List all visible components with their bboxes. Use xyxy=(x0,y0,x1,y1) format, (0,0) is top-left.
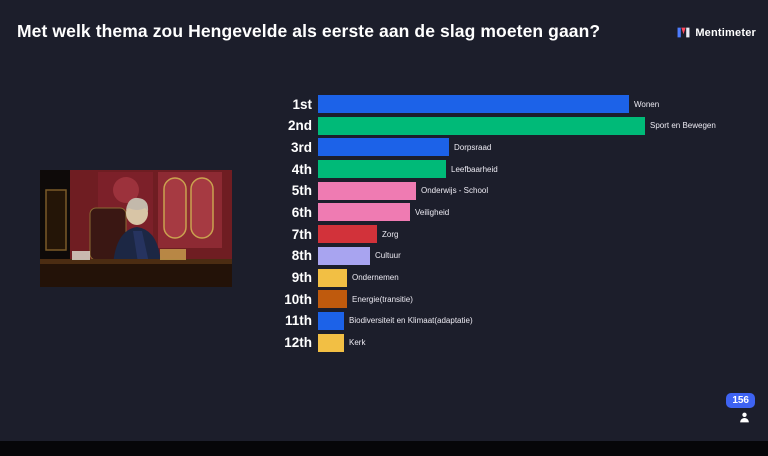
ranking-bar xyxy=(318,181,416,200)
ranking-item-label: Cultuur xyxy=(375,251,401,261)
ranking-bar xyxy=(318,116,645,135)
ranking-row: 4th Leefbaarheid xyxy=(266,160,716,179)
mentimeter-logo: Mentimeter xyxy=(677,26,756,39)
ranking-bar xyxy=(318,160,446,179)
rank-label: 4th xyxy=(291,161,312,177)
bottom-letterbox-bar xyxy=(0,441,768,456)
ranking-row: 9th Ondernemen xyxy=(266,268,716,287)
rank-label: 2nd xyxy=(287,118,312,134)
ranking-row: 1st Wonen xyxy=(266,95,716,113)
rank-label: 7th xyxy=(291,226,312,242)
rank-label: 5th xyxy=(291,183,312,199)
ranking-item-label: Ondernemen xyxy=(352,273,399,282)
ranking-item-label: Energie(transitie) xyxy=(352,294,413,304)
participant-count-badge[interactable]: 156 xyxy=(726,393,755,408)
ranking-row: 3rd Dorpsraad xyxy=(266,138,716,157)
ranking-item-label: Biodiversiteit en Klimaat(adaptatie) xyxy=(349,316,473,326)
ranking-row: 8th Cultuur xyxy=(266,246,716,265)
ranking-item-label: Wonen xyxy=(634,99,660,109)
ranking-bar xyxy=(318,203,410,222)
ranking-row: 12th Kerk xyxy=(266,333,716,352)
rank-label: 11th xyxy=(284,313,312,329)
ranking-item-label: Sport en Bewegen xyxy=(650,121,716,131)
ranking-row: 5th Onderwijs - School xyxy=(266,181,716,200)
speaker-video-scene xyxy=(40,170,232,287)
rank-label: 8th xyxy=(291,248,312,264)
rank-label: 9th xyxy=(291,270,312,285)
mentimeter-logo-icon xyxy=(677,27,690,38)
rank-label: 6th xyxy=(291,204,312,220)
ranking-item-label: Veiligheid xyxy=(415,207,450,217)
participants-icon[interactable] xyxy=(738,411,751,424)
ranking-bar xyxy=(318,268,347,287)
ranking-bar xyxy=(318,225,377,244)
ranking-bar xyxy=(318,333,344,352)
ranking-bar xyxy=(318,95,629,113)
mentimeter-logo-text: Mentimeter xyxy=(695,26,756,39)
rank-label: 3rd xyxy=(290,139,312,155)
rank-label: 1st xyxy=(292,96,312,112)
ranking-bar xyxy=(318,246,370,265)
ranking-row: 2nd Sport en Bewegen xyxy=(266,116,716,135)
ranking-bar xyxy=(318,311,344,330)
ranking-row: 10th Energie(transitie) xyxy=(266,290,716,309)
ranking-chart: 1st Wonen 2nd Sport en Bewegen 3rd Dorpsraad 4… xyxy=(266,95,716,355)
ranking-item-label: Kerk xyxy=(349,338,366,348)
speaker-video-thumbnail xyxy=(40,170,232,287)
ranking-item-label: Onderwijs - School xyxy=(421,186,489,196)
ranking-bar xyxy=(318,138,449,157)
page-title: Met welk thema zou Hengevelde als eerste… xyxy=(17,21,601,41)
ranking-bar xyxy=(318,290,347,309)
rank-label: 12th xyxy=(284,335,312,351)
rank-label: 10th xyxy=(284,291,312,307)
ranking-item-label: Zorg xyxy=(382,229,399,239)
ranking-row: 11th Biodiversiteit en Klimaat(adaptatie) xyxy=(266,311,716,330)
ranking-item-label: Leefbaarheid xyxy=(451,164,498,174)
ranking-row: 7th Zorg xyxy=(266,225,716,244)
ranking-row: 6th Veiligheid xyxy=(266,203,716,222)
ranking-item-label: Dorpsraad xyxy=(454,142,492,152)
